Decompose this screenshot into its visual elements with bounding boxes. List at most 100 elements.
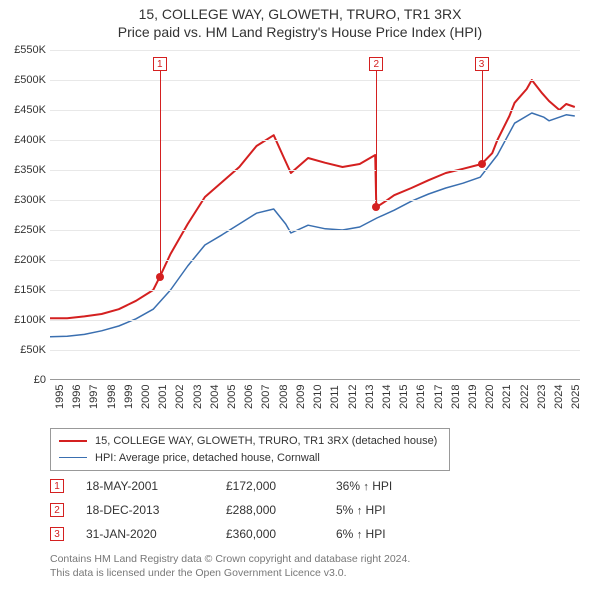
marker-box: 3 <box>475 57 489 71</box>
chart-area: £0£50K£100K£150K£200K£250K£300K£350K£400… <box>50 50 580 380</box>
x-axis-label: 2019 <box>467 385 479 409</box>
y-axis-label: £500K <box>2 74 46 86</box>
legend-item: 15, COLLEGE WAY, GLOWETH, TRURO, TR1 3RX… <box>59 433 441 450</box>
sales-date: 18-DEC-2013 <box>86 503 226 517</box>
y-axis-label: £0 <box>2 374 46 386</box>
x-axis-label: 2018 <box>450 385 462 409</box>
arrow-up-icon: ↑ <box>357 529 363 541</box>
y-axis-label: £400K <box>2 134 46 146</box>
x-axis-label: 2025 <box>570 385 582 409</box>
x-axis-label: 2017 <box>433 385 445 409</box>
x-axis-label: 2005 <box>226 385 238 409</box>
sales-row: 1 18-MAY-2001 £172,000 36% ↑ HPI <box>50 474 466 498</box>
x-axis-label: 2001 <box>157 385 169 409</box>
footer-attribution: Contains HM Land Registry data © Crown c… <box>50 552 570 580</box>
marker-line <box>482 71 483 164</box>
x-axis-label: 2022 <box>519 385 531 409</box>
gridline <box>50 200 580 201</box>
sales-marker-icon: 3 <box>50 527 64 541</box>
pct-value: 6% <box>336 527 353 541</box>
y-axis-label: £100K <box>2 314 46 326</box>
x-axis-label: 1996 <box>71 385 83 409</box>
pct-value: 5% <box>336 503 353 517</box>
sales-marker-icon: 1 <box>50 479 64 493</box>
legend-label: HPI: Average price, detached house, Corn… <box>95 450 320 467</box>
x-axis-label: 2012 <box>347 385 359 409</box>
gridline <box>50 140 580 141</box>
sales-marker-icon: 2 <box>50 503 64 517</box>
sales-pct: 5% ↑ HPI <box>336 503 466 517</box>
marker-dot-icon <box>372 203 380 211</box>
title-address: 15, COLLEGE WAY, GLOWETH, TRURO, TR1 3RX <box>0 6 600 22</box>
x-axis-label: 2015 <box>398 385 410 409</box>
gridline <box>50 320 580 321</box>
x-axis-label: 2007 <box>260 385 272 409</box>
pct-value: 36% <box>336 479 360 493</box>
y-axis-label: £550K <box>2 44 46 56</box>
title-subtitle: Price paid vs. HM Land Registry's House … <box>0 24 600 40</box>
x-axis-label: 2010 <box>312 385 324 409</box>
gridline <box>50 110 580 111</box>
x-axis-label: 1998 <box>106 385 118 409</box>
line-series-svg <box>50 50 580 380</box>
chart-container: 15, COLLEGE WAY, GLOWETH, TRURO, TR1 3RX… <box>0 0 600 590</box>
sales-pct: 6% ↑ HPI <box>336 527 466 541</box>
footer-line1: Contains HM Land Registry data © Crown c… <box>50 553 410 565</box>
legend-item: HPI: Average price, detached house, Corn… <box>59 450 441 467</box>
series-line <box>50 113 575 337</box>
gridline <box>50 50 580 51</box>
gridline <box>50 350 580 351</box>
marker-dot-icon <box>156 273 164 281</box>
x-axis-label: 2008 <box>278 385 290 409</box>
footer-line2: This data is licensed under the Open Gov… <box>50 567 347 579</box>
arrow-up-icon: ↑ <box>363 481 369 493</box>
y-axis-label: £350K <box>2 164 46 176</box>
sales-row: 3 31-JAN-2020 £360,000 6% ↑ HPI <box>50 522 466 546</box>
gridline <box>50 80 580 81</box>
x-axis-label: 2002 <box>174 385 186 409</box>
marker-box: 2 <box>369 57 383 71</box>
marker-line <box>160 71 161 277</box>
pct-vs: HPI <box>366 503 386 517</box>
y-axis-label: £50K <box>2 344 46 356</box>
x-axis-label: 2009 <box>295 385 307 409</box>
gridline <box>50 260 580 261</box>
x-axis-label: 2011 <box>329 385 341 409</box>
legend: 15, COLLEGE WAY, GLOWETH, TRURO, TR1 3RX… <box>50 428 450 471</box>
title-block: 15, COLLEGE WAY, GLOWETH, TRURO, TR1 3RX… <box>0 0 600 42</box>
x-axis-label: 2016 <box>415 385 427 409</box>
legend-swatch <box>59 457 87 458</box>
x-axis-label: 2004 <box>209 385 221 409</box>
x-axis-label: 2020 <box>484 385 496 409</box>
x-axis-label: 1995 <box>54 385 66 409</box>
sales-price: £360,000 <box>226 527 336 541</box>
x-axis-label: 2000 <box>140 385 152 409</box>
y-axis-label: £250K <box>2 224 46 236</box>
legend-swatch <box>59 440 87 442</box>
x-axis-label: 2013 <box>364 385 376 409</box>
gridline <box>50 290 580 291</box>
gridline <box>50 170 580 171</box>
x-axis-label: 2006 <box>243 385 255 409</box>
x-axis-label: 2014 <box>381 385 393 409</box>
x-axis-label: 2021 <box>501 385 513 409</box>
x-axis-label: 2003 <box>192 385 204 409</box>
plot-region: £0£50K£100K£150K£200K£250K£300K£350K£400… <box>50 50 580 380</box>
x-axis-label: 1999 <box>123 385 135 409</box>
legend-label: 15, COLLEGE WAY, GLOWETH, TRURO, TR1 3RX… <box>95 433 437 450</box>
sales-date: 31-JAN-2020 <box>86 527 226 541</box>
pct-vs: HPI <box>372 479 392 493</box>
marker-dot-icon <box>478 160 486 168</box>
marker-line <box>376 71 377 207</box>
sales-pct: 36% ↑ HPI <box>336 479 466 493</box>
marker-box: 1 <box>153 57 167 71</box>
x-axis-label: 2023 <box>536 385 548 409</box>
sales-row: 2 18-DEC-2013 £288,000 5% ↑ HPI <box>50 498 466 522</box>
y-axis-label: £450K <box>2 104 46 116</box>
sales-price: £172,000 <box>226 479 336 493</box>
y-axis-label: £300K <box>2 194 46 206</box>
x-axis-label: 2024 <box>553 385 565 409</box>
sales-date: 18-MAY-2001 <box>86 479 226 493</box>
pct-vs: HPI <box>366 527 386 541</box>
sales-price: £288,000 <box>226 503 336 517</box>
